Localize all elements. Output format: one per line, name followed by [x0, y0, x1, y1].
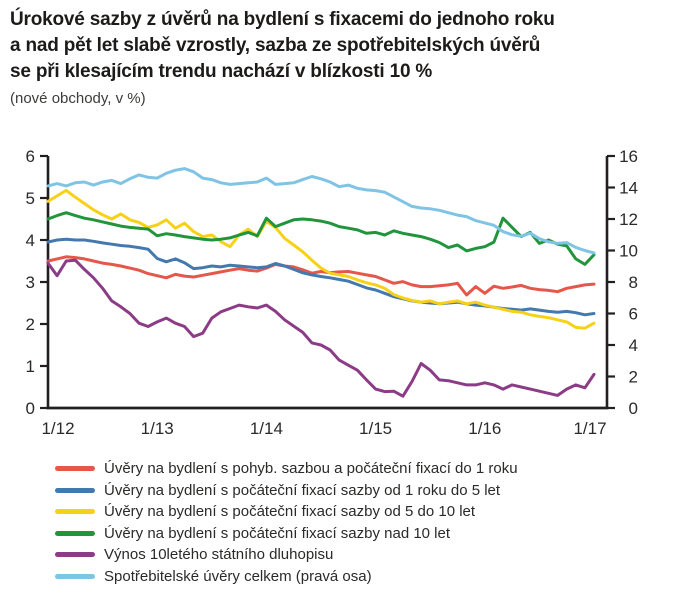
left-axis-tick-label: 0	[26, 399, 35, 418]
left-axis-tick-label: 2	[26, 315, 35, 334]
figure-header: Úrokové sazby z úvěrů na bydlení s fixac…	[0, 0, 691, 107]
legend-item: Spotřebitelské úvěry celkem (pravá osa)	[55, 566, 675, 588]
series-line-0	[46, 255, 596, 297]
line-chart: 0 1 2 3 4 5 6 0 2 4 6 8 10 12 14 16 1/12 1/13 1/14 1/15 1/16…	[0, 135, 691, 450]
figure-subtitle: (nové obchody, v %)	[10, 90, 146, 107]
series-line-4	[46, 258, 596, 398]
x-axis-tick-label: 1/16	[468, 419, 501, 438]
series-line-2	[46, 188, 596, 330]
legend-item: Úvěry na bydlení s počáteční fixací sazb…	[55, 501, 675, 523]
title-line-1: Úrokové sazby z úvěrů na bydlení s fixac…	[10, 9, 555, 30]
legend-label: Výnos 10letého státního dluhopisu	[104, 546, 334, 564]
left-axis-tick-label: 3	[26, 273, 35, 292]
legend-swatch	[55, 509, 95, 515]
series-line-3	[46, 211, 596, 266]
right-axis-tick-label: 12	[619, 210, 638, 229]
figure-title: Úrokové sazby z úvěrů na bydlení s fixac…	[10, 7, 679, 85]
x-axis-tick-label: 1/14	[250, 419, 283, 438]
left-axis-tick-label: 6	[26, 147, 35, 166]
legend-item: Úvěry na bydlení s počáteční fixací sazb…	[55, 523, 675, 545]
x-axis-tick-label: 1/13	[141, 419, 174, 438]
legend-swatch	[55, 466, 95, 472]
legend-label: Úvěry na bydlení s počáteční fixací sazb…	[104, 524, 451, 542]
legend-label: Úvěry na bydlení s pohyb. sazbou a počát…	[104, 460, 518, 478]
legend-swatch	[55, 487, 95, 493]
right-axis-tick-label: 6	[629, 305, 638, 324]
right-axis-tick-label: 16	[619, 147, 638, 166]
right-axis-tick-label: 8	[629, 273, 638, 292]
legend-label: Spotřebitelské úvěry celkem (pravá osa)	[104, 567, 372, 585]
legend-swatch	[55, 530, 95, 536]
legend-item: Výnos 10letého státního dluhopisu	[55, 544, 675, 566]
right-axis-tick-label: 10	[619, 242, 638, 261]
chart-legend: Úvěry na bydlení s pohyb. sazbou a počát…	[55, 458, 675, 587]
legend-item: Úvěry na bydlení s počáteční fixací sazb…	[55, 480, 675, 502]
right-axis-tick-label: 4	[629, 336, 638, 355]
legend-swatch	[55, 552, 95, 558]
right-axis-tick-label: 14	[619, 179, 638, 198]
legend-swatch	[55, 573, 95, 579]
left-axis-tick-label: 4	[26, 231, 35, 250]
right-axis-tick-label: 0	[629, 399, 638, 418]
title-line-2: a nad pět let slabě vzrostly, sazba ze s…	[10, 35, 541, 56]
x-axis-tick-label: 1/15	[359, 419, 392, 438]
left-axis-tick-label: 1	[26, 357, 35, 376]
series-line-5	[46, 167, 596, 255]
legend-label: Úvěry na bydlení s počáteční fixací sazb…	[104, 503, 476, 521]
x-axis-tick-label: 1/12	[41, 419, 74, 438]
legend-label: Úvěry na bydlení s počáteční fixací sazb…	[104, 481, 501, 499]
left-axis-tick-label: 5	[26, 189, 35, 208]
x-axis-tick-label: 1/17	[573, 419, 606, 438]
right-axis-tick-label: 2	[629, 368, 638, 387]
title-line-3: se při klesajícím trendu nachází v blízk…	[10, 61, 433, 82]
legend-item: Úvěry na bydlení s pohyb. sazbou a počát…	[55, 458, 675, 480]
series-line-1	[46, 237, 596, 317]
